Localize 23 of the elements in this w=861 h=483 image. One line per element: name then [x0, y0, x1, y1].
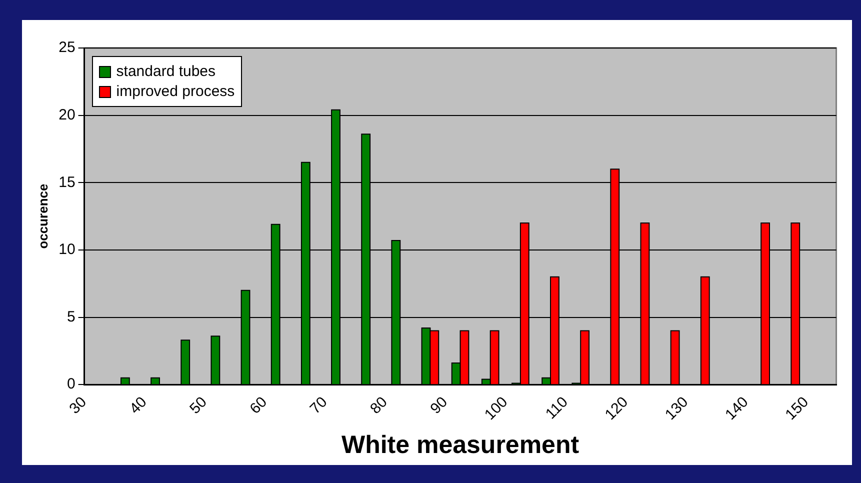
y-tick-label: 0 — [66, 376, 76, 393]
y-tick-label: 20 — [58, 106, 76, 124]
x-tick-label: 150 — [782, 394, 812, 424]
x-tick-label: 100 — [481, 394, 512, 424]
x-tick-label: 130 — [662, 394, 692, 424]
x-tick-label: 140 — [722, 394, 752, 424]
x-tick-label: 120 — [602, 394, 632, 424]
x-tick-label: 80 — [367, 394, 391, 418]
legend-label: standard tubes — [116, 63, 216, 80]
y-tick-label: 10 — [58, 241, 76, 258]
x-tick-label: 50 — [186, 394, 210, 418]
x-tick-label: 60 — [246, 394, 271, 418]
x-tick-label: 110 — [542, 394, 572, 423]
x-tick-label: 70 — [306, 394, 331, 418]
y-tick-label: 15 — [58, 174, 76, 191]
x-tick-label: 90 — [427, 394, 451, 418]
y-tick-label: 25 — [58, 39, 76, 56]
x-axis-title: White measurement — [341, 430, 580, 459]
y-tick-label: 5 — [66, 308, 76, 326]
x-tick-label: 40 — [126, 394, 150, 418]
y-axis-title: occurence — [35, 184, 50, 249]
x-tick-label: 30 — [66, 394, 90, 418]
legend-label: improved process — [116, 83, 235, 100]
